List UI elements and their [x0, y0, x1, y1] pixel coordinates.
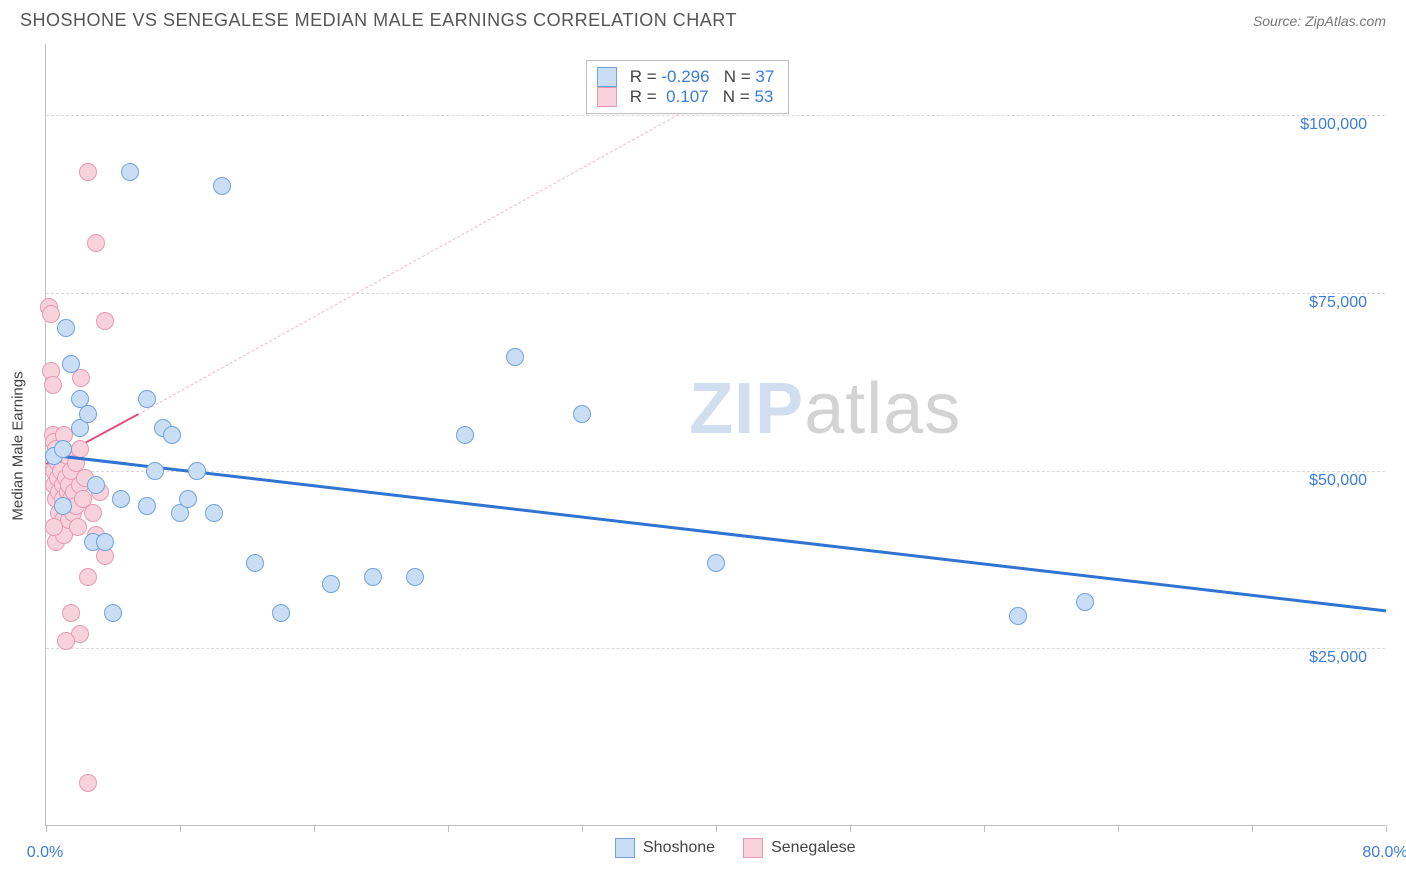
data-point: [96, 533, 114, 551]
data-point: [96, 312, 114, 330]
trend-line: [138, 112, 683, 415]
data-point: [179, 490, 197, 508]
legend-row: R = -0.296 N = 37: [597, 67, 774, 87]
x-tick-label: 80.0%: [1362, 844, 1406, 862]
data-point: [121, 163, 139, 181]
legend-series-item: Shoshone: [615, 838, 715, 858]
x-tick: [850, 825, 851, 832]
legend-swatch: [743, 838, 763, 858]
source-label: Source:: [1253, 13, 1305, 29]
legend-text: R = 0.107 N = 53: [625, 87, 773, 107]
data-point: [707, 554, 725, 572]
data-point: [213, 177, 231, 195]
legend-series-name: Shoshone: [643, 839, 715, 857]
legend-swatch: [615, 838, 635, 858]
data-point: [45, 518, 63, 536]
x-tick: [1118, 825, 1119, 832]
watermark-atlas: atlas: [804, 369, 961, 449]
legend-series-item: Senegalese: [743, 838, 856, 858]
y-tick-label: $50,000: [1309, 472, 1367, 490]
y-tick-label: $75,000: [1309, 294, 1367, 312]
legend-series-name: Senegalese: [771, 839, 856, 857]
data-point: [104, 604, 122, 622]
data-point: [62, 604, 80, 622]
x-tick: [448, 825, 449, 832]
data-point: [57, 319, 75, 337]
y-axis-label: Median Male Earnings: [10, 371, 27, 520]
data-point: [54, 440, 72, 458]
x-tick: [314, 825, 315, 832]
data-point: [272, 604, 290, 622]
data-point: [84, 504, 102, 522]
legend-swatch: [597, 87, 617, 107]
x-tick: [1386, 825, 1387, 832]
data-point: [79, 163, 97, 181]
data-point: [79, 568, 97, 586]
x-tick-label: 0.0%: [27, 844, 63, 862]
y-tick-label: $25,000: [1309, 649, 1367, 667]
gridline-h: [46, 471, 1385, 472]
source-value: ZipAtlas.com: [1305, 13, 1386, 29]
data-point: [146, 462, 164, 480]
data-point: [69, 518, 87, 536]
legend-series: Shoshone Senegalese: [615, 838, 856, 858]
chart-title: SHOSHONE VS SENEGALESE MEDIAN MALE EARNI…: [20, 10, 737, 31]
legend-correlation: R = -0.296 N = 37 R = 0.107 N = 53: [586, 60, 789, 114]
data-point: [188, 462, 206, 480]
data-point: [364, 568, 382, 586]
data-point: [79, 774, 97, 792]
x-tick: [180, 825, 181, 832]
gridline-h: [46, 115, 1385, 116]
data-point: [456, 426, 474, 444]
watermark: ZIPatlas: [689, 368, 961, 450]
data-point: [322, 575, 340, 593]
data-point: [138, 390, 156, 408]
gridline-h: [46, 293, 1385, 294]
data-point: [79, 405, 97, 423]
data-point: [42, 305, 60, 323]
data-point: [62, 355, 80, 373]
x-tick: [46, 825, 47, 832]
trend-line: [46, 453, 1386, 612]
chart-source: Source: ZipAtlas.com: [1253, 13, 1386, 29]
chart-header: SHOSHONE VS SENEGALESE MEDIAN MALE EARNI…: [0, 0, 1406, 37]
data-point: [163, 426, 181, 444]
data-point: [57, 632, 75, 650]
gridline-h: [46, 648, 1385, 649]
watermark-zip: ZIP: [689, 369, 804, 449]
plot-area: ZIPatlas $25,000 $50,000 $75,000 $100,000 R…: [45, 44, 1385, 826]
data-point: [406, 568, 424, 586]
legend-swatch: [597, 67, 617, 87]
data-point: [87, 234, 105, 252]
data-point: [138, 497, 156, 515]
legend-text: R = -0.296 N = 37: [625, 67, 774, 87]
data-point: [506, 348, 524, 366]
data-point: [246, 554, 264, 572]
data-point: [205, 504, 223, 522]
data-point: [87, 476, 105, 494]
x-tick: [582, 825, 583, 832]
data-point: [44, 376, 62, 394]
data-point: [112, 490, 130, 508]
x-tick: [1252, 825, 1253, 832]
data-point: [573, 405, 591, 423]
data-point: [1009, 607, 1027, 625]
x-tick: [984, 825, 985, 832]
data-point: [1076, 593, 1094, 611]
data-point: [54, 497, 72, 515]
x-tick: [716, 825, 717, 832]
y-tick-label: $100,000: [1300, 116, 1367, 134]
legend-row: R = 0.107 N = 53: [597, 87, 774, 107]
